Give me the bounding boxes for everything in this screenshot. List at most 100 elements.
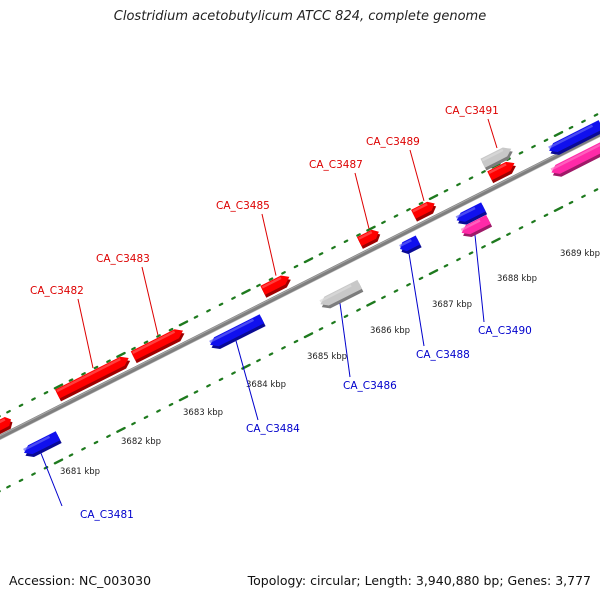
outer-tick <box>356 233 361 237</box>
outer-tick <box>428 194 439 201</box>
gene-arrow <box>548 120 600 155</box>
outer-tick <box>168 327 174 332</box>
inner-tick <box>531 219 536 224</box>
inner-tick <box>18 478 24 483</box>
inner-tick <box>293 339 299 344</box>
outer-tick <box>406 207 411 212</box>
kbp-tick-label: 3687 kbp <box>432 300 472 310</box>
outer-tick <box>156 334 161 338</box>
gene-leader-line <box>235 340 259 421</box>
inner-tick <box>31 472 36 476</box>
inner-tick <box>116 426 126 433</box>
gene-arrow <box>487 161 516 184</box>
outer-tick <box>343 239 349 244</box>
kbp-tick-label: 3683 kbp <box>183 408 223 418</box>
inner-tick <box>256 358 261 363</box>
inner-tick <box>178 395 189 402</box>
outer-tick <box>31 397 36 401</box>
outer-tick <box>241 288 251 295</box>
outer-tick <box>381 220 386 225</box>
outer-tick <box>193 315 199 319</box>
kbp-tick-label: 3681 kbp <box>60 467 100 477</box>
gene-leader-line <box>354 172 370 229</box>
gene-arrow-ca_c3481 <box>23 431 62 458</box>
inner-tick <box>156 409 161 413</box>
gene-leader-line <box>339 303 351 378</box>
kbp-tick-label: 3686 kbp <box>370 326 410 336</box>
inner-tick <box>303 332 314 339</box>
outer-tick <box>6 409 11 414</box>
inner-tick <box>6 484 11 489</box>
outer-tick <box>366 225 376 232</box>
outer-tick <box>256 283 261 288</box>
inner-tick <box>481 245 486 249</box>
gene-arrow <box>550 139 600 177</box>
gene-leader-line <box>487 118 498 149</box>
inner-tick <box>456 257 461 262</box>
backbone-highlight <box>0 132 600 437</box>
inner-tick <box>168 402 174 407</box>
inner-tick <box>268 352 274 356</box>
gene-arrow-ca_c3483 <box>130 329 185 364</box>
outer-tick <box>93 365 99 370</box>
gene-leader-line <box>409 149 425 202</box>
gene-leader-line <box>77 298 94 369</box>
gene-arrow-ca_c3487 <box>356 229 381 249</box>
outer-tick <box>303 257 314 264</box>
gene-arrow-ca_c3490 <box>460 214 493 238</box>
outer-tick <box>543 138 549 143</box>
gene-arrow <box>455 202 488 225</box>
inner-tick <box>393 289 399 293</box>
inner-tick <box>568 200 574 205</box>
gene-leader-line <box>40 453 63 507</box>
gene-arrow <box>0 416 13 435</box>
gene-label: CA_C3491 <box>445 105 499 117</box>
outer-tick <box>293 264 299 269</box>
accession-text: Accession: NC_003030 <box>9 573 152 588</box>
inner-tick <box>443 264 449 268</box>
gene-label: CA_C3483 <box>96 253 150 265</box>
outer-tick <box>53 383 64 390</box>
gene-label: CA_C3489 <box>366 136 420 148</box>
outer-tick <box>456 182 461 187</box>
inner-tick <box>106 434 111 438</box>
outer-tick <box>443 189 449 193</box>
gene-leader-line <box>408 253 425 347</box>
outer-tick <box>331 245 336 250</box>
inner-tick <box>543 213 549 218</box>
gene-arrow-ca_c3484 <box>209 314 266 350</box>
gene-label: CA_C3484 <box>246 423 300 435</box>
kbp-tick-label: 3689 kbp <box>560 249 600 259</box>
genome-summary-text: Topology: circular; Length: 3,940,880 bp… <box>247 573 591 588</box>
inner-tick <box>381 295 386 300</box>
inner-tick <box>428 269 439 276</box>
inner-tick <box>281 346 286 350</box>
inner-tick <box>581 194 586 199</box>
inner-tick <box>231 371 236 375</box>
inner-tick <box>218 377 224 382</box>
gene-arrow-ca_c3489 <box>411 201 437 222</box>
outer-tick <box>231 296 236 300</box>
gene-label: CA_C3481 <box>80 509 134 521</box>
inner-tick <box>143 415 149 420</box>
outer-tick <box>518 151 524 155</box>
outer-tick <box>393 214 399 218</box>
outer-tick <box>206 308 211 313</box>
outer-tick <box>318 252 324 256</box>
inner-tick <box>81 447 86 451</box>
gene-label: CA_C3482 <box>30 285 84 297</box>
kbp-tick-label: 3684 kbp <box>246 380 286 390</box>
gene-arrow-ca_c3486 <box>319 279 364 309</box>
gene-arrow-ca_c3488 <box>399 235 422 255</box>
inner-tick <box>506 232 511 236</box>
inner-tick <box>343 314 349 319</box>
inner-tick <box>468 251 474 255</box>
gene-leader-line <box>141 266 159 336</box>
outer-tick <box>178 320 189 327</box>
outer-tick <box>281 271 286 275</box>
kbp-tick-label: 3682 kbp <box>121 437 161 447</box>
inner-tick <box>491 237 501 244</box>
inner-tick <box>593 188 599 192</box>
